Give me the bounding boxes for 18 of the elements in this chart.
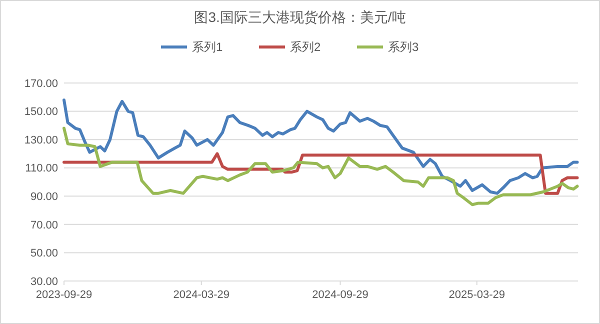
line-series [62, 98, 579, 195]
legend-label: 系列3 [388, 40, 419, 54]
y-tick-label: 90.00 [30, 190, 58, 203]
y-tick-label: 150.00 [24, 106, 58, 118]
chart-title: 图3.国际三大港现货价格：美元/吨 [194, 9, 406, 25]
y-tick-label: 70.00 [30, 219, 58, 232]
legend-label: 系列1 [192, 40, 223, 54]
x-tick-label: 2024-09-29 [312, 289, 368, 301]
x-tick-label: 2024-03-29 [173, 289, 230, 301]
y-tick-label: 130.00 [24, 134, 58, 146]
x-tick-label: 2025-03-29 [448, 289, 505, 301]
line-series [62, 126, 579, 206]
y-tick-label: 110.00 [25, 162, 58, 175]
y-tick-label: 170.00 [24, 78, 58, 90]
legend-label: 系列2 [290, 40, 321, 54]
y-tick-label: 50.00 [30, 248, 58, 260]
x-tick-label: 2023-09-29 [36, 289, 92, 301]
y-tick-label: 30.00 [30, 276, 58, 288]
